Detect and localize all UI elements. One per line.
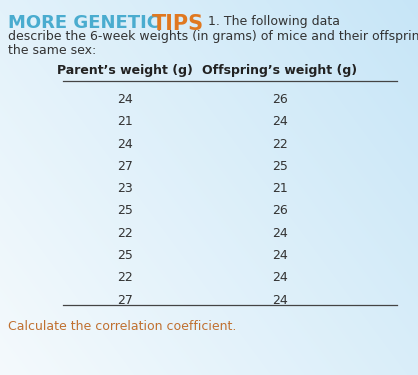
Text: 24: 24 [272, 294, 288, 307]
Text: 27: 27 [117, 160, 133, 173]
Text: 24: 24 [272, 115, 288, 128]
Text: 23: 23 [117, 182, 133, 195]
Text: 24: 24 [272, 227, 288, 240]
Text: 22: 22 [117, 227, 133, 240]
Text: the same sex:: the same sex: [8, 44, 96, 57]
Text: 25: 25 [272, 160, 288, 173]
Text: 22: 22 [272, 138, 288, 151]
Text: Calculate the correlation coefficient.: Calculate the correlation coefficient. [8, 320, 236, 333]
Text: 24: 24 [117, 93, 133, 106]
Text: describe the 6-week weights (in grams) of mice and their offspring of: describe the 6-week weights (in grams) o… [8, 30, 418, 43]
Text: 21: 21 [272, 182, 288, 195]
Text: 21: 21 [117, 115, 133, 128]
Text: 25: 25 [117, 249, 133, 262]
Text: 26: 26 [272, 204, 288, 218]
Text: 24: 24 [117, 138, 133, 151]
Text: 22: 22 [117, 272, 133, 284]
Text: 27: 27 [117, 294, 133, 307]
Text: Parent’s weight (g): Parent’s weight (g) [57, 64, 194, 77]
Text: 24: 24 [272, 272, 288, 284]
Text: 24: 24 [272, 249, 288, 262]
Text: 1. The following data: 1. The following data [196, 15, 340, 28]
Text: 26: 26 [272, 93, 288, 106]
Text: 25: 25 [117, 204, 133, 218]
Text: MORE GENETIC: MORE GENETIC [8, 14, 160, 32]
Text: TIPS: TIPS [152, 14, 204, 34]
Text: Offspring’s weight (g): Offspring’s weight (g) [202, 64, 358, 77]
